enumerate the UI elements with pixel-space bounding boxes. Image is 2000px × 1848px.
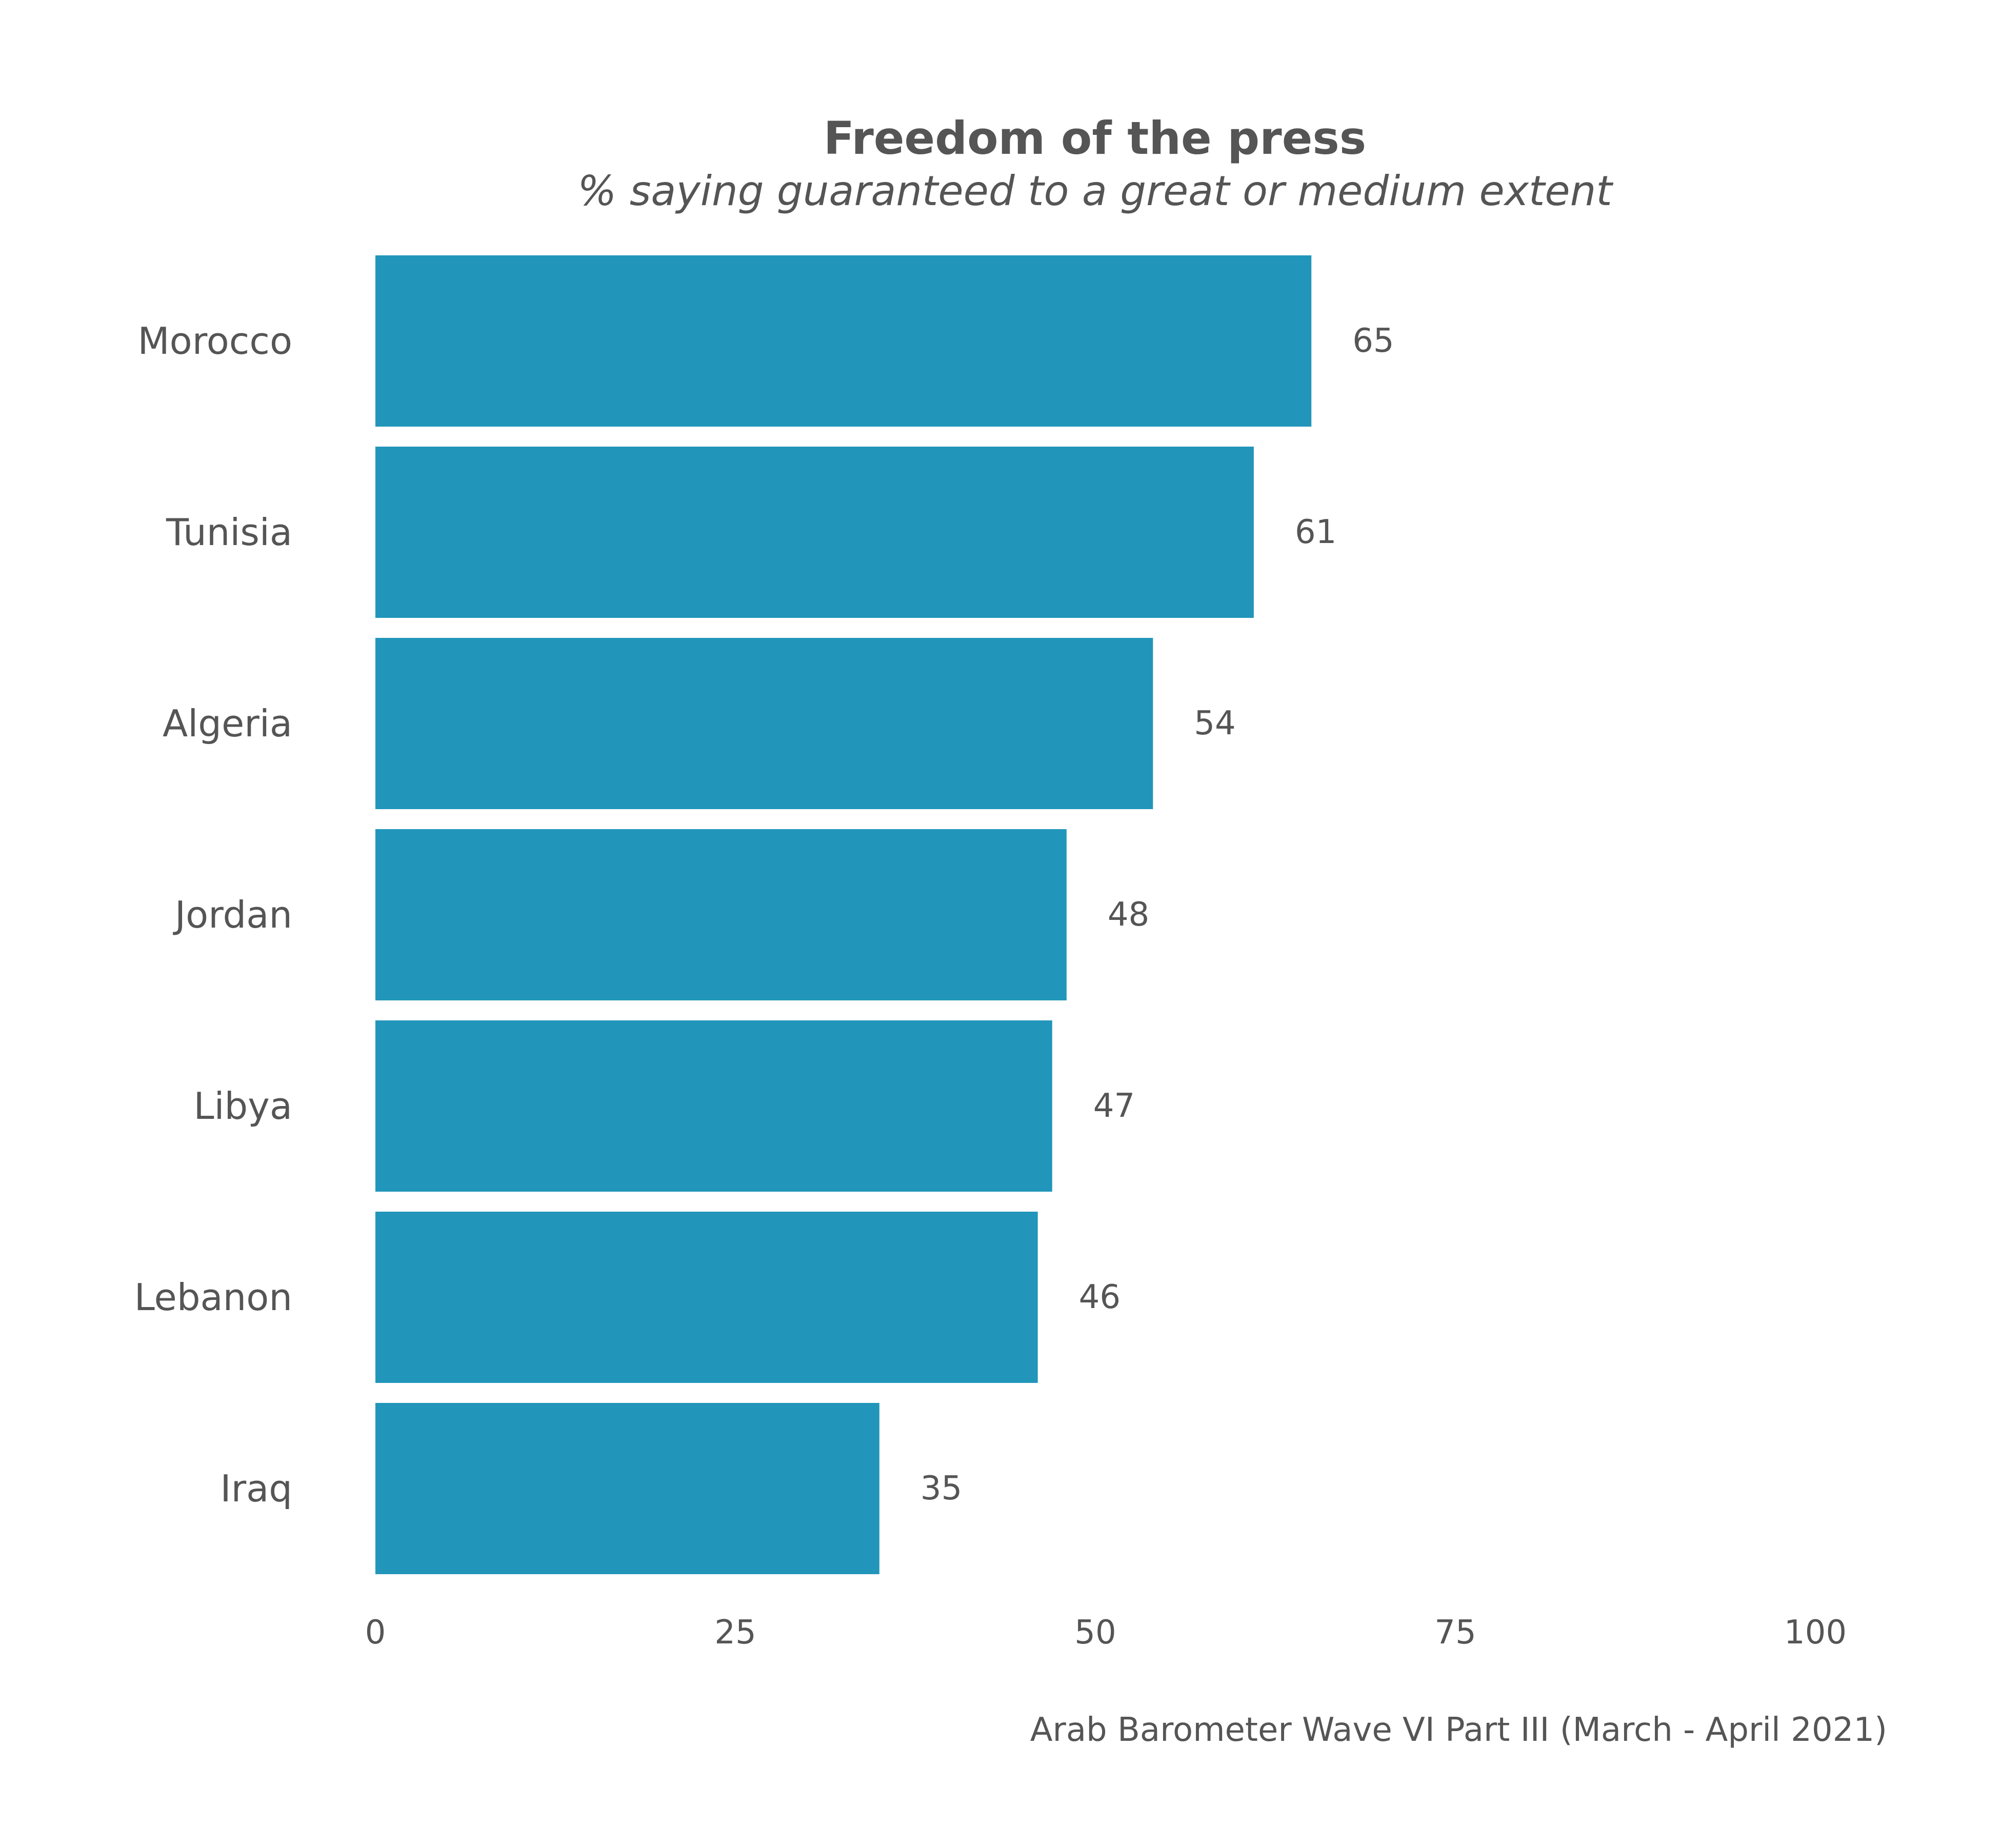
value-label-libya: 47 bbox=[1093, 1087, 1135, 1125]
bar-morocco bbox=[375, 255, 1312, 427]
category-label-lebanon: Lebanon bbox=[134, 1276, 292, 1319]
value-label-morocco: 65 bbox=[1352, 322, 1394, 360]
bars-group bbox=[375, 255, 1312, 1574]
bar-lebanon bbox=[375, 1212, 1038, 1383]
category-label-algeria: Algeria bbox=[163, 702, 292, 745]
category-labels: Morocco Tunisia Algeria Jordan Libya Lebanon I… bbox=[134, 319, 292, 1510]
value-label-iraq: 35 bbox=[921, 1470, 962, 1508]
x-tick-label-25: 25 bbox=[714, 1614, 756, 1652]
bar-tunisia bbox=[375, 447, 1254, 618]
chart-caption: Arab Barometer Wave VI Part III (March -… bbox=[1030, 1711, 1887, 1749]
x-axis-ticks: 0 25 50 75 100 bbox=[365, 1614, 1847, 1652]
category-label-morocco: Morocco bbox=[138, 319, 292, 363]
value-labels: 65 61 54 48 47 46 35 bbox=[921, 322, 1394, 1508]
category-label-jordan: Jordan bbox=[173, 893, 292, 936]
x-tick-label-100: 100 bbox=[1784, 1614, 1847, 1652]
value-label-jordan: 48 bbox=[1108, 896, 1149, 934]
x-tick-label-75: 75 bbox=[1434, 1614, 1476, 1652]
bar-algeria bbox=[375, 638, 1153, 809]
value-label-lebanon: 46 bbox=[1079, 1278, 1121, 1316]
chart-title: Freedom of the press bbox=[824, 112, 1366, 165]
category-label-tunisia: Tunisia bbox=[166, 511, 292, 554]
x-tick-label-0: 0 bbox=[365, 1614, 386, 1652]
bar-libya bbox=[375, 1020, 1052, 1192]
chart-subtitle: % saying guaranteed to a great or medium… bbox=[577, 167, 1613, 215]
category-label-iraq: Iraq bbox=[220, 1467, 292, 1510]
value-label-algeria: 54 bbox=[1194, 705, 1235, 742]
bar-iraq bbox=[375, 1403, 879, 1574]
value-label-tunisia: 61 bbox=[1295, 513, 1336, 551]
bar-jordan bbox=[375, 829, 1067, 1000]
x-tick-label-50: 50 bbox=[1074, 1614, 1116, 1652]
category-label-libya: Libya bbox=[193, 1084, 292, 1128]
